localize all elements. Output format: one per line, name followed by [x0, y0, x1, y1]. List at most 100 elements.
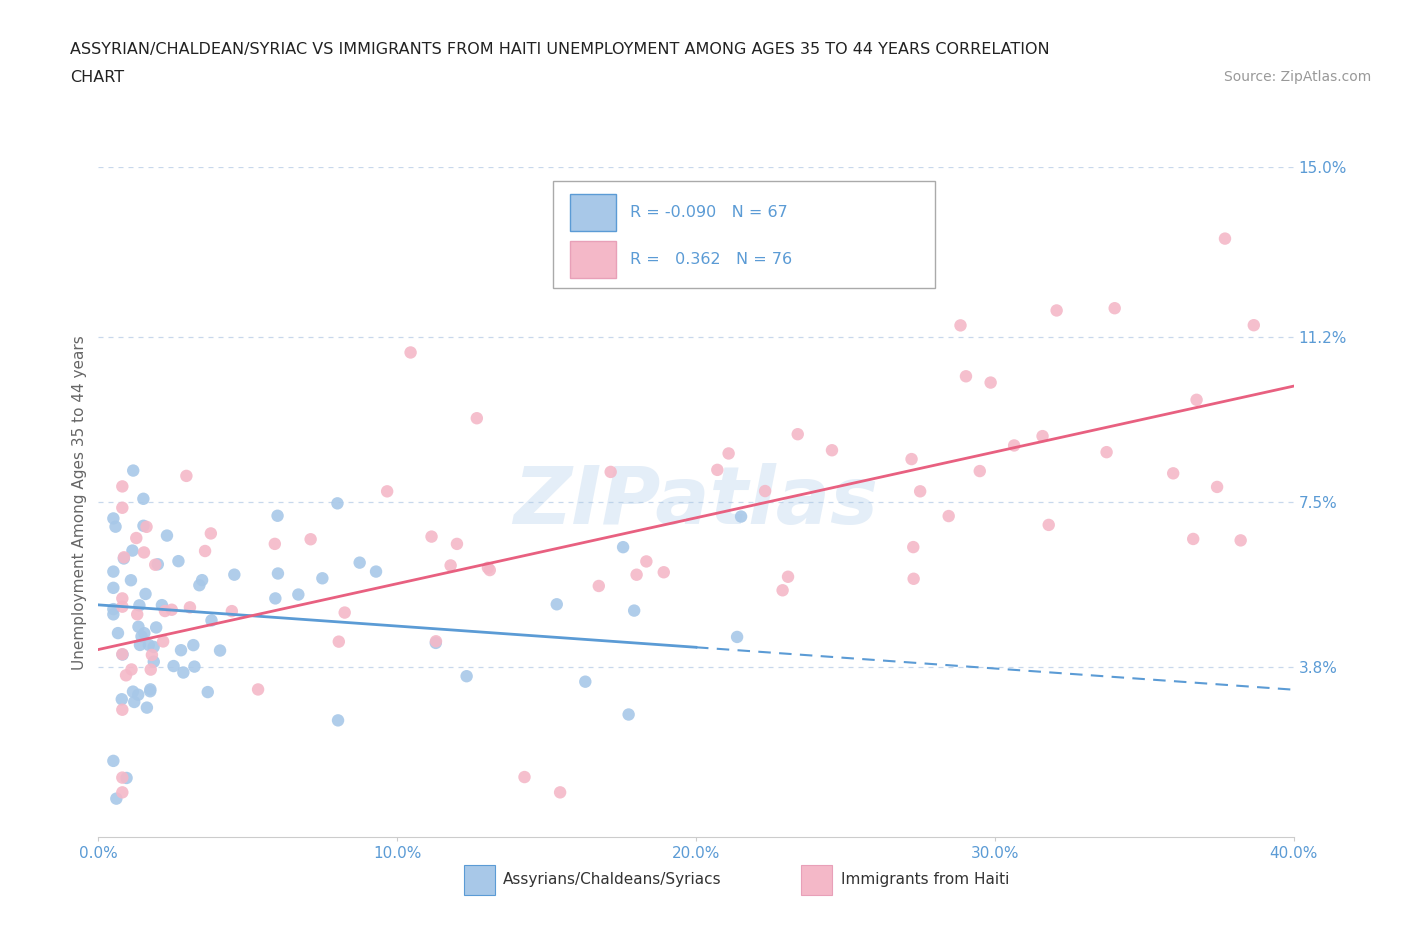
Point: [111, 500, 134, 515]
Point: [903, 539, 925, 554]
Point: [623, 604, 645, 618]
Point: [717, 446, 740, 461]
Point: [706, 462, 728, 477]
Point: [135, 519, 157, 534]
Point: [152, 634, 174, 649]
Point: [612, 539, 634, 554]
Point: [103, 607, 125, 622]
Point: [375, 484, 398, 498]
Point: [440, 558, 463, 573]
Point: [145, 620, 167, 635]
Point: [111, 647, 134, 662]
Point: [172, 665, 194, 680]
Point: [776, 569, 799, 584]
Point: [209, 643, 232, 658]
Point: [125, 531, 148, 546]
Point: [132, 491, 155, 506]
Point: [127, 607, 149, 622]
Point: [127, 619, 149, 634]
Point: [146, 557, 169, 572]
Point: [1229, 533, 1251, 548]
Point: [1095, 445, 1118, 459]
Point: [142, 655, 165, 670]
Point: [115, 771, 138, 786]
Point: [446, 537, 468, 551]
Point: [980, 375, 1002, 390]
Point: [900, 452, 922, 467]
Point: [200, 613, 222, 628]
Point: [112, 550, 135, 565]
Point: [903, 571, 925, 586]
Point: [546, 597, 568, 612]
Point: [725, 630, 748, 644]
Point: [754, 484, 776, 498]
Point: [120, 573, 142, 588]
Point: [326, 496, 349, 511]
Point: [111, 599, 134, 614]
Point: [197, 684, 219, 699]
Point: [399, 345, 422, 360]
Text: Assyrians/Chaldeans/Syriacs: Assyrians/Chaldeans/Syriacs: [503, 872, 721, 887]
Point: [176, 469, 198, 484]
Point: [122, 695, 145, 710]
Point: [181, 638, 204, 653]
Point: [1046, 303, 1069, 318]
Point: [626, 567, 648, 582]
Point: [122, 463, 145, 478]
Point: [128, 598, 150, 613]
Point: [111, 785, 134, 800]
Point: [456, 669, 478, 684]
Point: [574, 674, 596, 689]
Point: [1161, 466, 1184, 481]
Point: [263, 537, 285, 551]
Point: [160, 603, 183, 618]
Point: [129, 637, 152, 652]
Point: [908, 484, 931, 498]
Point: [121, 662, 143, 677]
Point: [111, 770, 134, 785]
Point: [139, 662, 162, 677]
Bar: [571, 194, 616, 231]
Point: [247, 682, 270, 697]
Point: [112, 551, 135, 566]
Point: [134, 626, 156, 641]
Point: [513, 770, 536, 785]
Point: [132, 518, 155, 533]
Point: [153, 604, 176, 618]
Bar: [464, 865, 495, 895]
Point: [111, 702, 134, 717]
Text: R = -0.090   N = 67: R = -0.090 N = 67: [630, 205, 787, 219]
Point: [111, 692, 134, 707]
Point: [131, 629, 153, 644]
Point: [138, 637, 160, 652]
Point: [121, 543, 143, 558]
Point: [111, 646, 134, 661]
Point: [652, 565, 675, 579]
Point: [938, 509, 960, 524]
FancyBboxPatch shape: [553, 180, 935, 288]
Point: [224, 567, 246, 582]
Point: [105, 791, 128, 806]
Point: [122, 684, 145, 699]
Point: [1104, 300, 1126, 315]
Bar: [571, 241, 616, 278]
Point: [326, 713, 349, 728]
Text: Source: ZipAtlas.com: Source: ZipAtlas.com: [1223, 70, 1371, 84]
Point: [103, 580, 125, 595]
Point: [107, 626, 129, 641]
Point: [115, 668, 138, 683]
Point: [299, 532, 322, 547]
Point: [194, 543, 217, 558]
Point: [786, 427, 808, 442]
Point: [772, 583, 794, 598]
Y-axis label: Unemployment Among Ages 35 to 44 years: Unemployment Among Ages 35 to 44 years: [72, 335, 87, 670]
Point: [328, 634, 350, 649]
Bar: [801, 865, 832, 895]
Point: [1031, 429, 1053, 444]
Point: [636, 554, 658, 569]
Point: [267, 566, 290, 581]
Point: [103, 565, 125, 579]
Point: [266, 509, 288, 524]
Point: [103, 753, 125, 768]
Point: [599, 464, 621, 479]
